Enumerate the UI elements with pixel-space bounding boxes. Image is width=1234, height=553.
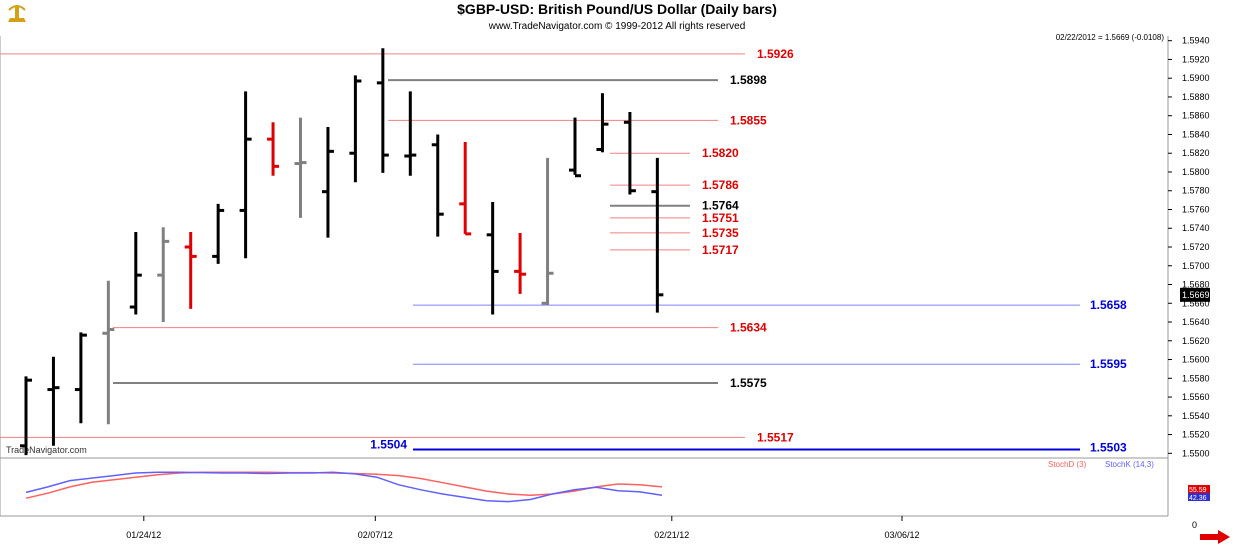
ohlc-bar [404,91,417,176]
y-tick-label: 1.5560 [1182,392,1210,402]
level-label: 1.5717 [702,243,739,257]
stochk-line [25,471,663,503]
y-tick-label: 1.5600 [1182,355,1210,365]
y-tick-label: 1.5900 [1182,73,1210,83]
level-label: 1.5855 [730,113,767,127]
quote-readout: 02/22/2012 = 1.5669 (-0.0108) [1056,33,1165,42]
x-tick-label: 03/06/12 [884,530,919,540]
osc-y-tick-label: 0 [1192,520,1197,530]
osc-value-tag [1188,485,1210,493]
level-label: 1.5926 [757,47,794,61]
level-label: 1.5764 [702,199,739,213]
ohlc-bar [239,91,252,259]
ohlc-bar [294,117,307,218]
ohlc-bar [129,231,142,315]
ohlc-bar [349,75,362,183]
ohlc-bar [486,201,499,315]
ohlc-bar [157,227,170,323]
osc-value-tag-text: 55.59 [1189,487,1207,494]
legend-stochk: StochK (14,3) [1105,460,1154,469]
y-tick-label: 1.5540 [1182,411,1210,421]
level-label: 1.5517 [757,430,794,444]
y-tick-label: 1.5860 [1182,111,1210,121]
ohlc-bar [184,231,197,309]
ohlc-bar [459,141,472,236]
ohlc-bar [47,356,60,446]
ohlc-bar [74,332,87,424]
watermark: TradeNavigator.com [6,445,87,455]
chart-subtitle: www.TradeNavigator.com © 1999-2012 All r… [488,21,746,32]
y-tick-label: 1.5820 [1182,148,1210,158]
y-tick-label: 1.5940 [1182,36,1210,46]
ohlc-bar [431,134,444,237]
ohlc-bar [267,122,280,176]
level-label: 1.5751 [702,211,739,225]
x-tick-label: 02/21/12 [654,530,689,540]
level-label: 1.5504 [370,438,407,452]
y-tick-label: 1.5800 [1182,167,1210,177]
ohlc-bar [651,157,664,313]
ohlc-bar [569,117,581,178]
x-tick-label: 02/07/12 [358,530,393,540]
y-tick-label: 1.5880 [1182,92,1210,102]
ohlc-bar [376,48,389,173]
ohlc-bar [321,126,334,238]
legend-stochd: StochD (3) [1048,460,1087,469]
current-price-tag [1180,287,1210,302]
chart-title: $GBP-USD: British Pound/US Dollar (Daily… [457,1,777,17]
y-tick-label: 1.5760 [1182,204,1210,214]
x-tick-label: 01/24/12 [126,530,161,540]
y-tick-label: 1.5520 [1182,430,1210,440]
osc-value-tag [1188,493,1210,501]
level-label: 1.5575 [730,376,767,390]
osc-value-tag-text: 42.36 [1189,495,1207,502]
ohlc-bar [596,93,609,153]
scroll-right-arrow-icon[interactable] [1196,530,1230,544]
current-price-tag-text: 1.5669 [1182,290,1210,300]
y-tick-label: 1.5780 [1182,186,1210,196]
ohlc-bar [20,376,32,456]
y-tick-label: 1.5640 [1182,317,1210,327]
y-tick-label: 1.5620 [1182,336,1210,346]
y-tick-label: 1.5500 [1182,448,1210,458]
y-tick-label: 1.5840 [1182,129,1210,139]
ohlc-bar [514,232,527,294]
price-panel: 1.5940 1.5920 1.5900 1.5880 1.5860 1.5840 1.58… [0,36,1210,517]
level-label: 1.5634 [730,321,767,335]
x-axis: 01/24/12 02/07/12 02/21/12 03/06/12 [126,516,920,540]
y-tick-label: 1.5740 [1182,223,1210,233]
ohlc-bar [102,280,115,425]
level-label: 1.5786 [702,178,739,192]
y-tick-label: 1.5920 [1182,54,1210,64]
y-tick-label: 1.5580 [1182,373,1210,383]
trade-navigator-logo [8,5,26,22]
y-tick-label: 1.5720 [1182,242,1210,252]
y-tick-label: 1.5660 [1182,298,1210,308]
level-label: 1.5595 [1090,357,1127,371]
y-tick-label: 1.5680 [1182,280,1210,290]
level-label: 1.5820 [702,146,739,160]
ohlc-bar [212,203,225,264]
level-label: 1.5735 [702,226,739,240]
ohlc-bar [623,111,636,195]
level-label: 1.5503 [1090,440,1127,454]
ohlc-bar [541,157,554,306]
level-label: 1.5658 [1090,298,1127,312]
level-label: 1.5898 [730,73,767,87]
y-tick-label: 1.5700 [1182,261,1210,271]
